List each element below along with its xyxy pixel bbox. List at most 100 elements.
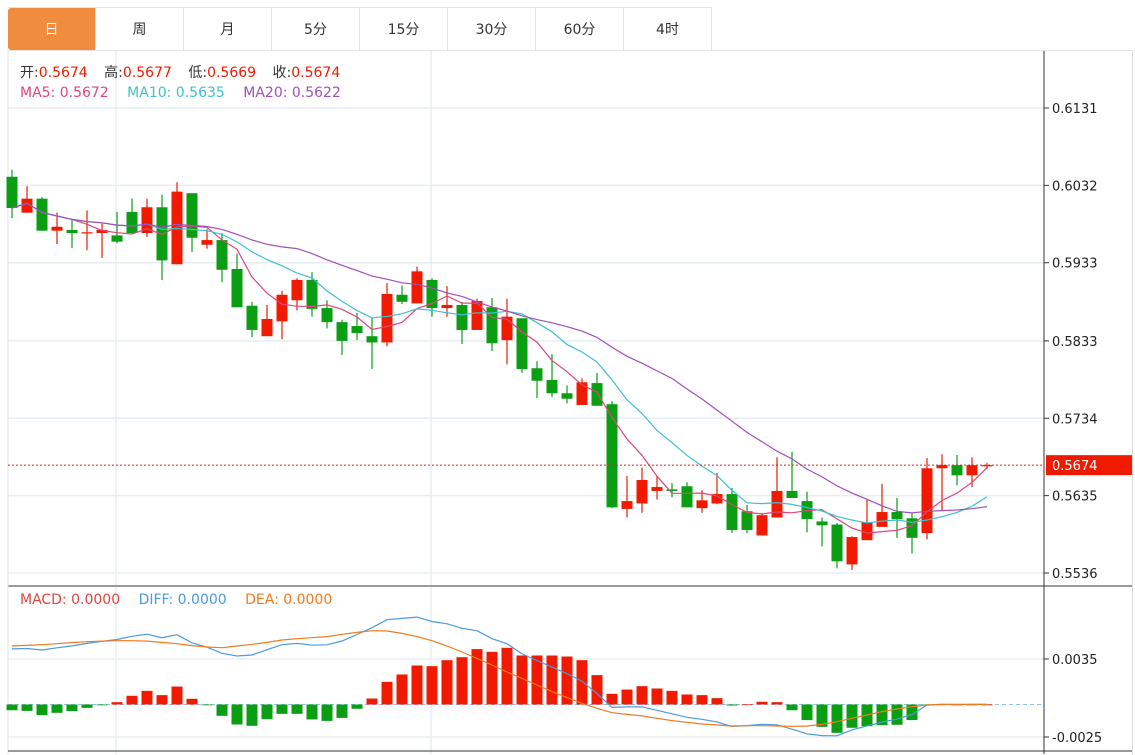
candle <box>246 301 258 337</box>
macd-value: MACD: 0.0000 <box>20 592 121 608</box>
candle <box>576 378 588 405</box>
macd-bar <box>546 655 558 705</box>
macd-bar <box>591 675 603 705</box>
price-tick-label: 0.6032 <box>1052 179 1098 194</box>
price-tick-label: 0.5933 <box>1052 257 1098 272</box>
macd-bar <box>471 649 483 705</box>
macd-bar <box>336 704 348 718</box>
candle <box>276 290 288 340</box>
tab-0[interactable]: 日 <box>8 8 96 50</box>
candle-body <box>171 191 183 265</box>
candle-body <box>111 235 123 242</box>
candle <box>636 467 648 513</box>
candle-body <box>906 518 918 538</box>
macd-bar <box>276 704 288 714</box>
price-tick-label: 0.5536 <box>1052 567 1098 582</box>
ma10-line <box>11 202 988 524</box>
ma10-value: MA10: 0.5635 <box>127 85 225 101</box>
ma5-line <box>11 202 988 534</box>
macd-bar <box>891 704 903 725</box>
candle-body <box>561 393 573 399</box>
candle-body <box>666 489 678 491</box>
candle-body <box>786 490 798 498</box>
macd-bar <box>561 656 573 705</box>
high-label: 高: <box>104 65 123 81</box>
high-value: 0.5677 <box>122 65 172 81</box>
candle <box>441 286 453 317</box>
candle-body <box>501 316 513 341</box>
chart-frame <box>8 50 1133 755</box>
candle <box>456 301 468 345</box>
tab-6[interactable]: 60分 <box>536 8 624 50</box>
macd-bar <box>756 701 768 705</box>
candle <box>651 476 663 500</box>
candle <box>51 212 63 244</box>
macd-bar <box>261 704 273 720</box>
candle-body <box>711 494 723 504</box>
candle-body <box>381 294 393 343</box>
current-price-label: 0.5674 <box>1052 459 1098 474</box>
diff-value: DIFF: 0.0000 <box>138 592 227 608</box>
candle <box>711 472 723 505</box>
macd-bar <box>876 704 888 726</box>
macd-bar <box>186 698 198 705</box>
macd-bar <box>846 704 858 728</box>
tab-5[interactable]: 30分 <box>448 8 536 50</box>
candle <box>396 285 408 305</box>
macd-bar <box>306 704 318 720</box>
candle <box>621 476 633 518</box>
candle <box>186 193 198 252</box>
candle-body <box>756 515 768 536</box>
macd-bar <box>126 695 138 705</box>
macd-bar <box>141 690 153 705</box>
period-tabs: 日周月 5分 15分 30分 60分 4时 <box>8 7 712 51</box>
candle <box>951 454 963 486</box>
candle-body <box>831 524 843 562</box>
candle <box>111 211 123 244</box>
price-tick-label: 0.6131 <box>1052 102 1098 117</box>
tab-3[interactable]: 5分 <box>272 8 360 50</box>
candle <box>141 198 153 237</box>
candle-body <box>516 318 528 370</box>
candle <box>501 298 513 365</box>
macd-bar <box>366 698 378 705</box>
candle <box>831 522 843 569</box>
tab-1[interactable]: 周 <box>96 8 184 50</box>
candle <box>906 512 918 554</box>
macd-bar <box>696 695 708 705</box>
candle-body <box>921 468 933 534</box>
candle <box>726 487 738 534</box>
macd-bar <box>36 704 48 716</box>
candle-body <box>771 490 783 518</box>
candle-body <box>21 198 33 213</box>
ma5-value: MA5: 0.5672 <box>20 85 109 101</box>
macd-bar <box>456 657 468 705</box>
candle-body <box>681 486 693 508</box>
candle-body <box>471 301 483 330</box>
macd-bar <box>216 704 228 716</box>
candle <box>171 182 183 265</box>
tab-7[interactable]: 4时 <box>624 8 712 50</box>
macd-bar <box>771 702 783 705</box>
candle <box>861 498 873 541</box>
candle-body <box>141 207 153 234</box>
candle <box>81 210 93 251</box>
price-tick-label: 0.5734 <box>1052 412 1098 427</box>
candle <box>816 517 828 547</box>
tab-4[interactable]: 15分 <box>360 8 448 50</box>
candle-body <box>411 271 423 304</box>
macd-bar <box>111 702 123 705</box>
macd-bar <box>531 655 543 705</box>
tab-2[interactable]: 月 <box>184 8 272 50</box>
candle-body <box>621 501 633 509</box>
candle-body <box>696 500 708 509</box>
macd-bar <box>381 681 393 705</box>
candle-body <box>456 304 468 330</box>
macd-bar <box>786 704 798 711</box>
low-value: 0.5669 <box>207 65 257 81</box>
candle-body <box>246 305 258 330</box>
macd-bar <box>906 704 918 721</box>
macd-bar <box>606 693 618 705</box>
macd-bar <box>156 695 168 705</box>
